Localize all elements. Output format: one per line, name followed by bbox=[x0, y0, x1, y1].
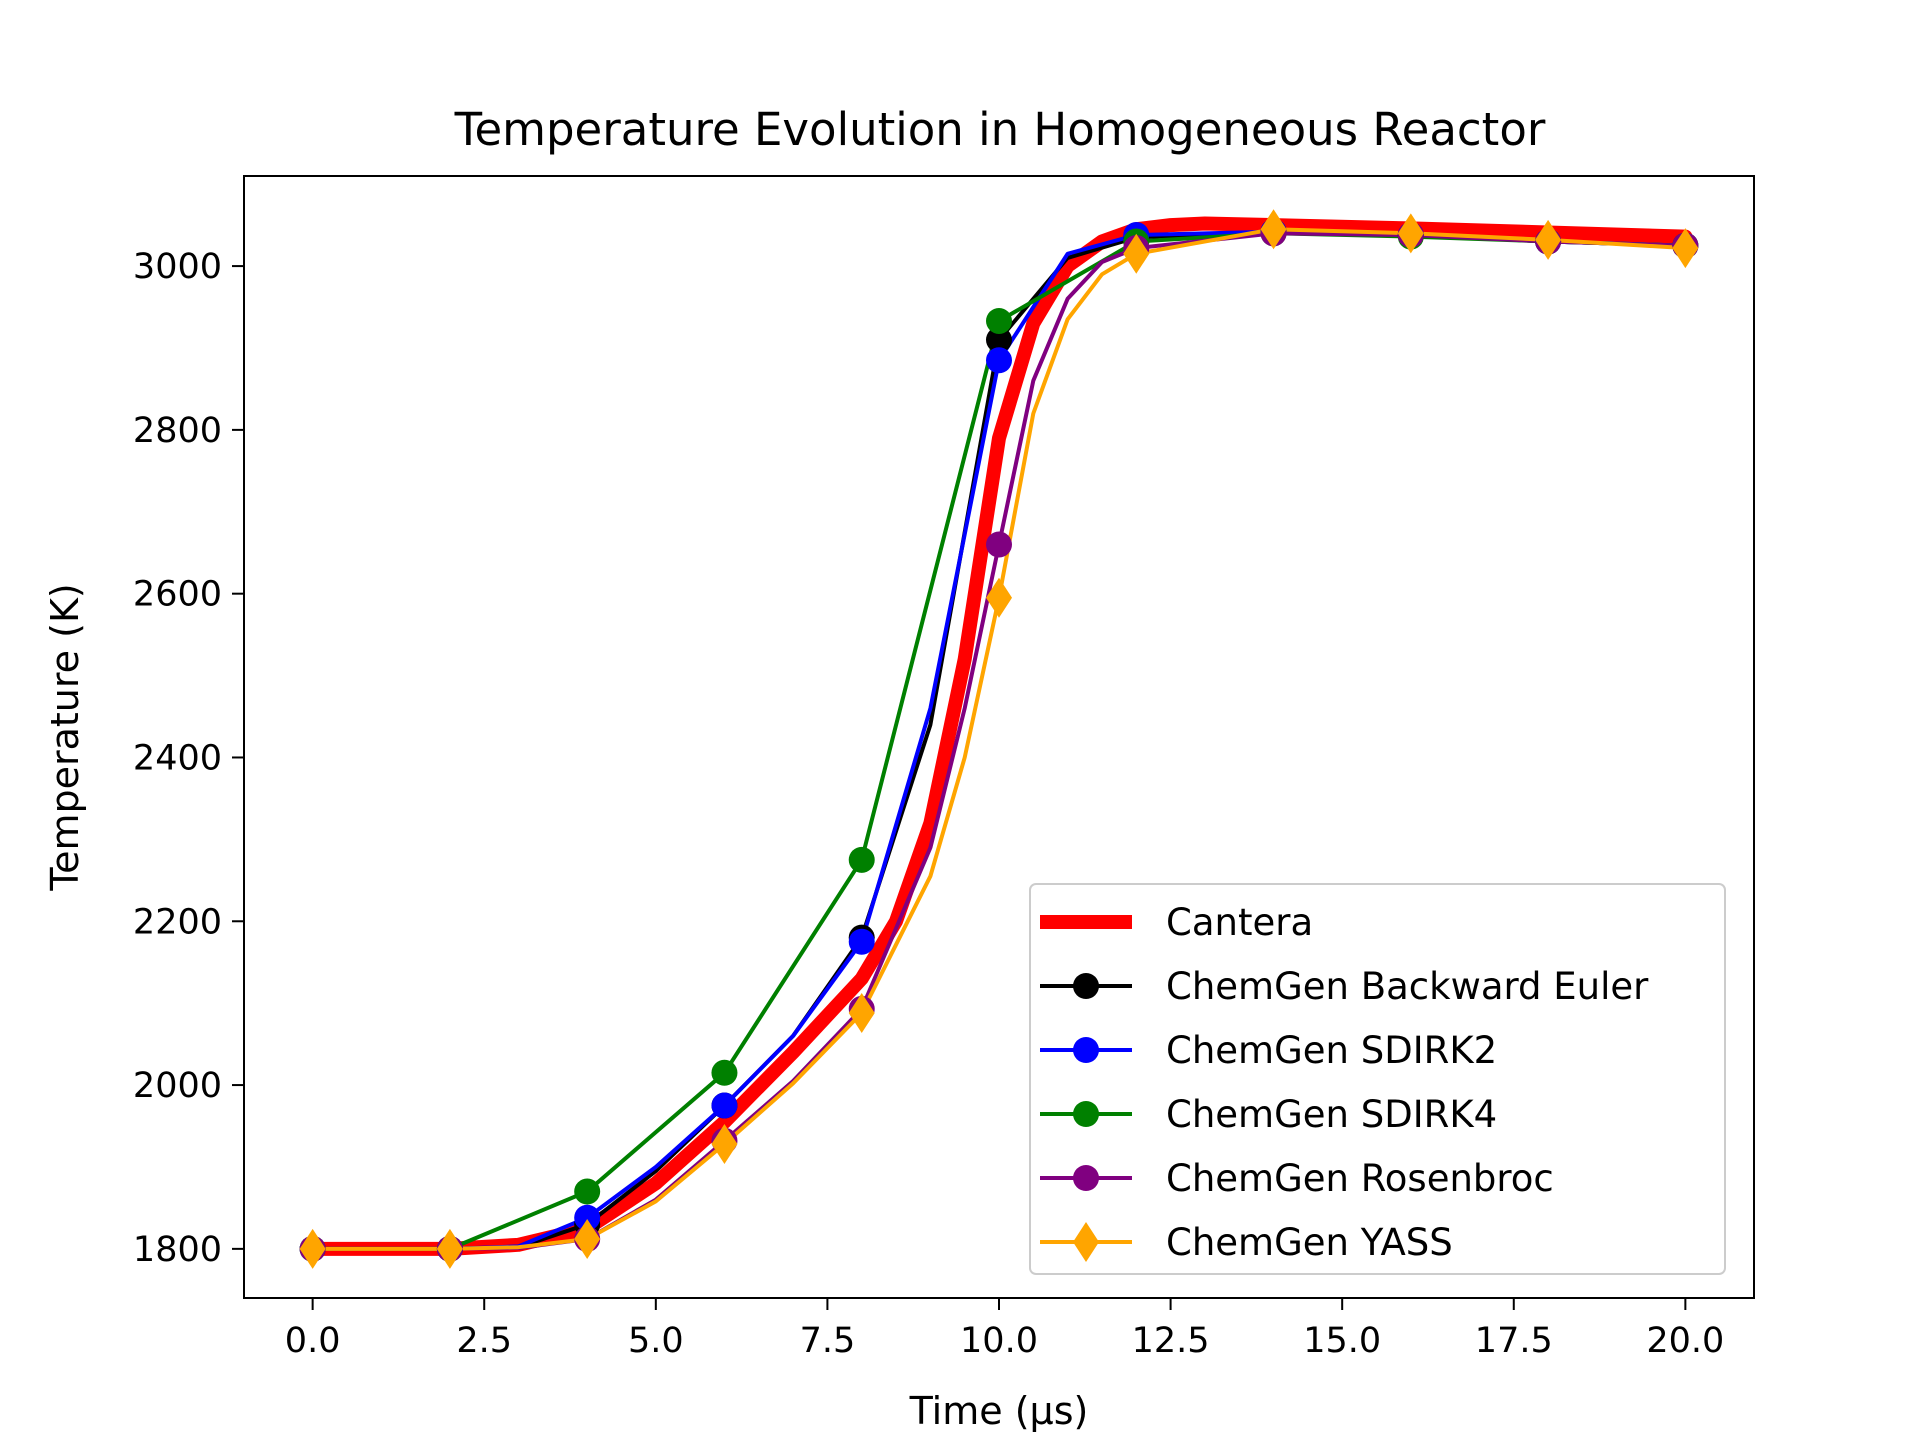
y-axis-label: Temperature (K) bbox=[43, 583, 87, 891]
x-tick-label: 5.0 bbox=[628, 1321, 684, 1361]
y-tick-label: 2600 bbox=[133, 575, 222, 615]
legend-entry-label: ChemGen YASS bbox=[1166, 1221, 1453, 1264]
chemgen-yass-point bbox=[1260, 209, 1287, 250]
y-axis: 1800 2000 2200 2400 2600 2800 3000 bbox=[133, 247, 244, 1270]
y-tick-label: 2000 bbox=[133, 1066, 222, 1106]
series-layer bbox=[305, 216, 1693, 1256]
legend-entry-label: ChemGen Backward Euler bbox=[1166, 965, 1649, 1008]
chemgen-yass-legend-marker bbox=[1073, 1222, 1099, 1262]
chemgen-backward-euler-legend-marker bbox=[1073, 973, 1099, 999]
cantera-line bbox=[305, 216, 1693, 1256]
y-tick-label: 2400 bbox=[133, 738, 222, 778]
y-tick-label: 2800 bbox=[133, 411, 222, 451]
legend-box bbox=[1029, 883, 1726, 1275]
chart-title: Temperature Evolution in Homogeneous Rea… bbox=[454, 103, 1546, 156]
y-tick-label: 3000 bbox=[133, 247, 222, 287]
marker-layer bbox=[299, 209, 1699, 1269]
chemgen-rosenbroc-point bbox=[986, 531, 1012, 558]
chemgen-backward-euler-point bbox=[986, 326, 1012, 353]
x-tick-label: 7.5 bbox=[800, 1321, 856, 1361]
legend: Cantera ChemGen Backward Euler ChemGen SDI… bbox=[1029, 883, 1726, 1275]
legend-entry-label: ChemGen Rosenbroc bbox=[1166, 1157, 1554, 1200]
chemgen-yass-point bbox=[1672, 228, 1699, 269]
x-tick-label: 10.0 bbox=[960, 1321, 1038, 1361]
legend-entry-label: ChemGen SDIRK2 bbox=[1166, 1029, 1497, 1072]
chemgen-rosenbroc-legend-marker bbox=[1073, 1165, 1099, 1191]
y-tick-label: 2200 bbox=[133, 902, 222, 942]
chemgen-yass-point bbox=[299, 1228, 326, 1269]
chemgen-yass-point bbox=[848, 992, 875, 1033]
chemgen-sdirk4-point bbox=[574, 1178, 601, 1205]
chemgen-sdirk4-point bbox=[848, 846, 875, 873]
legend-entry-label: ChemGen SDIRK4 bbox=[1166, 1093, 1497, 1136]
chemgen-yass-point bbox=[986, 577, 1012, 618]
chemgen-yass-point bbox=[711, 1124, 738, 1165]
chemgen-yass-point bbox=[436, 1228, 463, 1269]
chemgen-yass-point bbox=[574, 1219, 601, 1260]
x-tick-label: 20.0 bbox=[1646, 1321, 1724, 1361]
x-tick-label: 0.0 bbox=[285, 1321, 341, 1361]
y-tick-label: 1800 bbox=[133, 1230, 222, 1270]
chemgen-sdirk4-point bbox=[711, 1059, 738, 1086]
x-axis-label: Time (μs) bbox=[909, 1389, 1089, 1433]
chemgen-sdirk2-point bbox=[848, 928, 875, 955]
chemgen-sdirk2-legend-marker bbox=[1073, 1037, 1099, 1063]
chemgen-sdirk2-point bbox=[711, 1092, 738, 1119]
chemgen-yass-point bbox=[1535, 219, 1562, 260]
chemgen-sdirk4-legend-marker bbox=[1073, 1101, 1099, 1127]
chemgen-sdirk2-point bbox=[986, 347, 1012, 374]
x-tick-label: 15.0 bbox=[1303, 1321, 1381, 1361]
chemgen-sdirk4-point bbox=[986, 307, 1012, 334]
legend-entry-label: Cantera bbox=[1166, 901, 1313, 944]
x-tick-label: 17.5 bbox=[1475, 1321, 1553, 1361]
chemgen-yass-point bbox=[1123, 233, 1150, 274]
chemgen-yass-point bbox=[1397, 213, 1424, 254]
x-tick-label: 12.5 bbox=[1132, 1321, 1210, 1361]
x-axis: 0.0 2.5 5.0 7.5 10.0 12.5 15.0 17.5 20.0 bbox=[285, 1298, 1724, 1361]
x-tick-label: 2.5 bbox=[456, 1321, 512, 1361]
chemgen-sdirk2-point bbox=[574, 1204, 601, 1231]
